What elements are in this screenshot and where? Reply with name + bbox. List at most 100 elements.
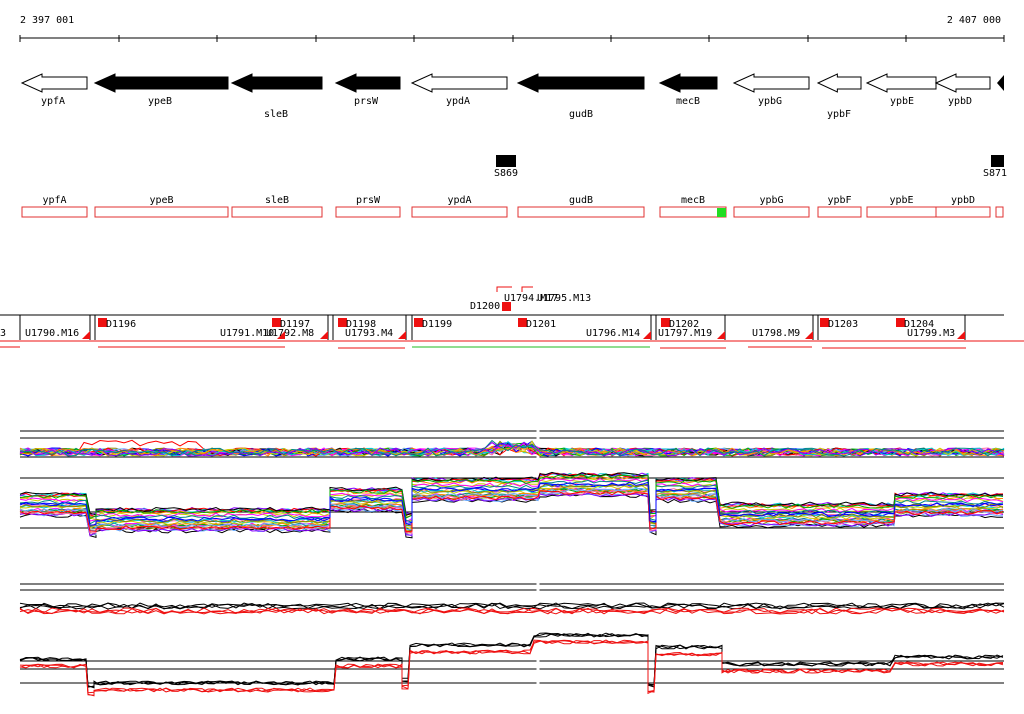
segment-bracket <box>496 286 512 292</box>
segment-label-m3: M3 <box>0 328 6 339</box>
segment-end-marker <box>805 331 813 339</box>
segment-end-marker <box>320 331 328 339</box>
profile-line-lower <box>19 490 1004 533</box>
site-label-s871: S871 <box>983 168 1007 179</box>
annotation-box-prsw[interactable] <box>335 206 401 218</box>
annotation-label-gudb: gudB <box>569 195 593 206</box>
annotation-box-ypda[interactable] <box>411 206 508 218</box>
annotation-label-mecb: mecB <box>681 195 705 206</box>
aggregate-line-upper <box>19 607 1005 615</box>
ruler-ticks <box>19 35 1005 42</box>
profile-line-lower <box>19 487 1004 532</box>
annotation-label-ypda: ypdA <box>447 195 471 206</box>
segment-marker-d1197[interactable] <box>272 318 281 327</box>
annotation-label-ypbf: ypbF <box>827 195 851 206</box>
aggregate-line-upper <box>19 607 1005 615</box>
site-label-s869: S869 <box>494 168 518 179</box>
profile-line-upper <box>19 440 1005 457</box>
segment-end-marker <box>398 331 406 339</box>
segment-label-u1791-m10: U1791.M10 <box>220 328 274 339</box>
ruler-start-label: 2 397 001 <box>20 15 74 26</box>
annotation-box-gudb[interactable] <box>517 206 645 218</box>
segment-track: D1196 D1197 D1198 D1199 D1201 D1202 D1203 D1204… <box>0 286 1024 349</box>
gene-arrow-mecb[interactable] <box>658 73 718 93</box>
annotation-track: ypfA ypeB sleB prsW ypdA gudB mecB ypbG ypbF ypbE… <box>21 195 1004 218</box>
gene-label-ypfa: ypfA <box>41 96 65 107</box>
segment-end-marker <box>82 331 90 339</box>
segment-label-u1799-m3: U1799.M3 <box>907 328 955 339</box>
segment-label-d1201: D1201 <box>526 319 556 330</box>
segment-label-u1796-m14: U1796.M14 <box>586 328 640 339</box>
annotation-box-ypbd[interactable] <box>935 206 991 218</box>
gene-label-ypbg: ypbG <box>758 96 782 107</box>
segment-marker-d1202[interactable] <box>661 318 670 327</box>
segment-end-marker <box>717 331 725 339</box>
segment-bracket <box>521 286 533 292</box>
gene-track: ypfA ypeB sleB prsW ypdA gudB mecB ypbG ypbF ypbE… <box>20 73 1004 120</box>
segment-marker-d1204[interactable] <box>896 318 905 327</box>
profile-line-upper <box>19 439 1005 457</box>
gene-arrow-truncated[interactable] <box>997 75 1004 91</box>
annotation-box-ypfa[interactable] <box>21 206 88 218</box>
segment-end-marker <box>643 331 651 339</box>
gene-arrow-ypbg[interactable] <box>732 73 810 93</box>
segment-label-d1199: D1199 <box>422 319 452 330</box>
annotation-box-ypeb[interactable] <box>94 206 229 218</box>
gene-arrow-ypeb[interactable] <box>93 73 229 93</box>
gene-label-gudb: gudB <box>569 109 593 120</box>
gene-arrow-ypfa[interactable] <box>20 73 88 93</box>
gene-label-sleb: sleB <box>264 109 288 120</box>
segment-marker-d1198[interactable] <box>338 318 347 327</box>
profile-line-lower <box>19 492 1004 537</box>
annotation-label-sleb: sleB <box>265 195 289 206</box>
profile-line-lower <box>19 479 1004 525</box>
profile-line-lower <box>19 471 1004 517</box>
segment-label-d1197: D1197 <box>280 319 310 330</box>
gene-arrow-ypbf[interactable] <box>816 73 862 93</box>
annotation-box-ypbg[interactable] <box>733 206 810 218</box>
segment-marker-d1196[interactable] <box>98 318 107 327</box>
gene-label-ypbd: ypbD <box>948 96 972 107</box>
segment-marker-d1199[interactable] <box>414 318 423 327</box>
gene-arrow-gudb[interactable] <box>516 73 645 93</box>
gene-label-prsw: prsW <box>354 96 379 107</box>
segment-marker-d1203[interactable] <box>820 318 829 327</box>
aggregate-line-lower <box>19 632 1004 688</box>
annotation-label-ypeb: ypeB <box>149 195 173 206</box>
segment-label-d1198: D1198 <box>346 319 376 330</box>
annotation-label-prsw: prsW <box>356 195 381 206</box>
gene-label-ypbe: ypbE <box>890 96 914 107</box>
gene-arrow-ypbe[interactable] <box>865 73 937 93</box>
ruler-end-label: 2 407 000 <box>947 15 1001 26</box>
segment-label-d1196: D1196 <box>106 319 136 330</box>
gene-arrow-prsw[interactable] <box>334 73 401 93</box>
segment-label-u1793-m4: U1793.M4 <box>345 328 393 339</box>
profile-line-lower <box>19 481 1004 526</box>
segment-label-u1795-m13: U1795.M13 <box>537 293 591 304</box>
segment-label-u1794-m17: U1794.M17 <box>504 293 558 304</box>
segment-label-d1204: D1204 <box>904 319 934 330</box>
site-marker-s869[interactable] <box>496 155 516 167</box>
aggregate-line-lower <box>19 632 1004 689</box>
segment-marker-d1201[interactable] <box>518 318 527 327</box>
coordinate-ruler: 2 397 001 2 407 000 <box>19 15 1005 42</box>
annotation-box-ypbe[interactable] <box>866 206 937 218</box>
segment-label-d1200: D1200 <box>470 301 500 312</box>
segment-label-d1203: D1203 <box>828 319 858 330</box>
gene-label-ypeb: ypeB <box>148 96 172 107</box>
segment-label-u1798-m9: U1798.M9 <box>752 328 800 339</box>
gene-label-ypda: ypdA <box>446 96 470 107</box>
annotation-box-sleb[interactable] <box>231 206 323 218</box>
annotation-box-mecb[interactable] <box>659 206 727 218</box>
gene-arrow-ypda[interactable] <box>410 73 508 93</box>
annotation-box-truncated[interactable] <box>995 206 1004 218</box>
segment-label-u1797-m19: U1797.M19 <box>658 328 712 339</box>
gene-label-mecb: mecB <box>676 96 700 107</box>
gene-arrow-sleb[interactable] <box>230 73 323 93</box>
annotation-box-ypbf[interactable] <box>817 206 862 218</box>
profile-line-lower <box>19 477 1004 522</box>
gene-arrow-ypbd[interactable] <box>934 73 991 93</box>
site-marker-s871[interactable] <box>991 155 1004 167</box>
segment-marker-d1200[interactable] <box>502 302 511 311</box>
